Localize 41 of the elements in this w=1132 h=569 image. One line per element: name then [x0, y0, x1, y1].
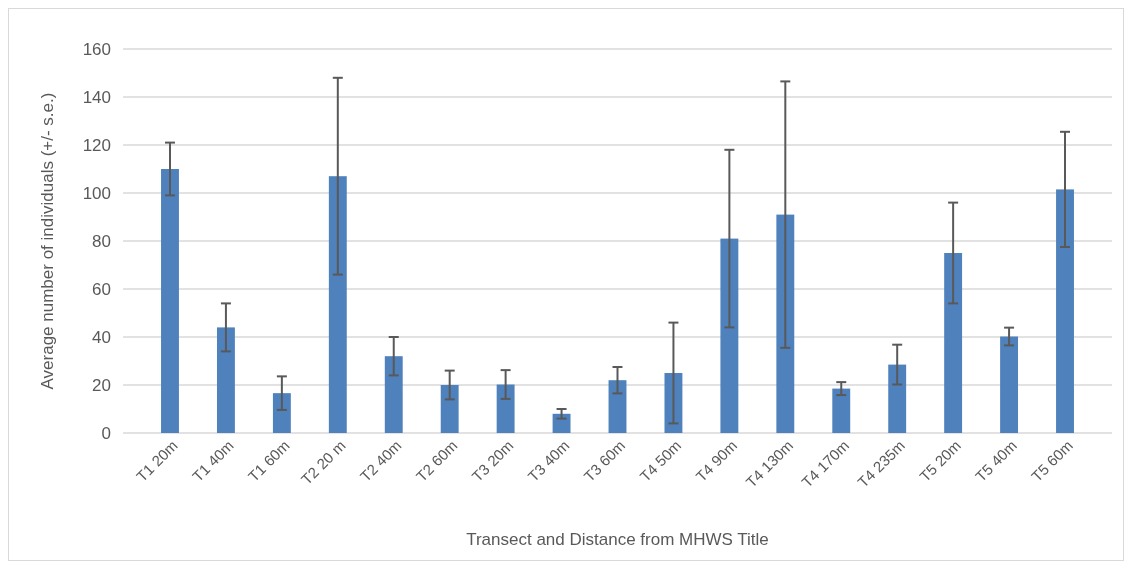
bar	[888, 364, 907, 433]
y-tick-label: 60	[92, 279, 111, 299]
bar	[1000, 336, 1019, 433]
y-tick-label: 120	[82, 135, 111, 155]
x-tick-label: T1 40m	[188, 436, 237, 485]
bar	[776, 214, 795, 433]
x-tick-label: T5 60m	[1027, 436, 1076, 485]
y-tick-label: 140	[82, 87, 111, 107]
y-axis-title: Average number of individuals (+/- s.e.)	[38, 92, 57, 390]
bar	[552, 413, 571, 433]
y-tick-label: 160	[82, 39, 111, 59]
bar	[216, 327, 235, 433]
y-tick-label: 40	[92, 327, 111, 347]
y-tick-label: 100	[82, 183, 111, 203]
x-tick-label: T2 40m	[356, 436, 405, 485]
x-tick-label: T5 40m	[971, 436, 1020, 485]
bar	[328, 176, 347, 433]
x-tick-label: T4 90m	[692, 436, 741, 485]
bar	[161, 169, 179, 433]
bar	[608, 380, 627, 433]
x-tick-label: T1 60m	[244, 436, 293, 485]
bar	[496, 384, 515, 433]
y-tick-label: 80	[92, 231, 111, 251]
y-tick-label: 20	[92, 375, 111, 395]
x-axis-title: Transect and Distance from MHWS Title	[466, 530, 769, 549]
x-tick-label: T3 40m	[524, 436, 573, 485]
x-tick-label: T2 60m	[412, 436, 461, 485]
x-tick-label: T1 20m	[132, 436, 181, 485]
bar	[440, 385, 459, 433]
x-tick-label: T2 20 m	[297, 436, 349, 488]
bar	[272, 393, 291, 433]
y-tick-label: 0	[101, 423, 111, 443]
x-tick-label: T3 60m	[580, 436, 629, 485]
x-tick-label: T3 20m	[468, 436, 517, 485]
bar	[832, 388, 851, 433]
bar	[944, 253, 963, 433]
bar	[384, 356, 403, 433]
x-tick-label: T5 20m	[915, 436, 964, 485]
bar	[720, 238, 739, 433]
bar	[1056, 189, 1074, 433]
x-tick-label: T4 50m	[636, 436, 685, 485]
